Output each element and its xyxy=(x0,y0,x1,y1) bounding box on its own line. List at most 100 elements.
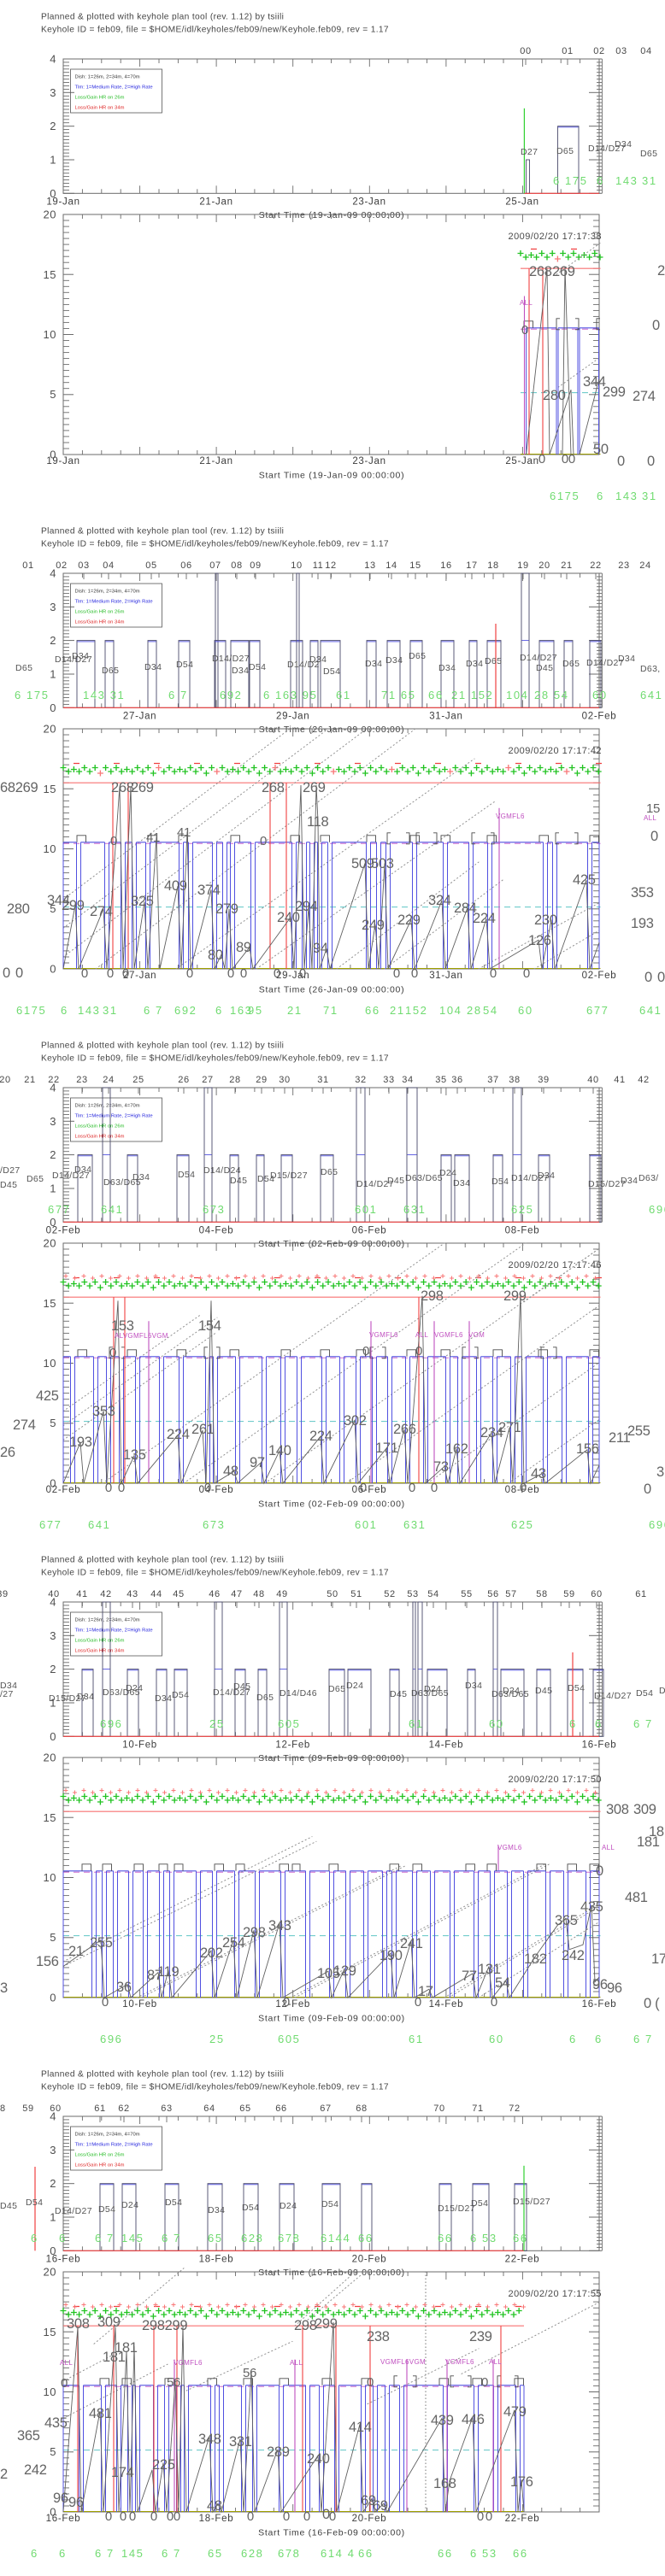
svg-text:25: 25 xyxy=(132,1075,144,1085)
svg-text:29: 29 xyxy=(256,1075,267,1085)
svg-text:641: 641 xyxy=(639,1004,662,1017)
svg-text:284: 284 xyxy=(454,901,477,916)
svg-text:0: 0 xyxy=(329,2509,336,2524)
svg-text:225: 225 xyxy=(152,2457,175,2473)
svg-text:02-Feb: 02-Feb xyxy=(46,1226,81,1236)
svg-text:62: 62 xyxy=(118,2104,129,2114)
svg-text:D24: D24 xyxy=(121,2200,138,2210)
svg-text:60: 60 xyxy=(489,1717,504,1730)
svg-text:Keyhole ID = feb09, file = $HO: Keyhole ID = feb09, file = $HOME/idl/key… xyxy=(41,1054,389,1064)
svg-text:97: 97 xyxy=(250,1455,265,1470)
svg-text:50: 50 xyxy=(593,442,609,457)
svg-text:Keyhole ID = feb09, file = $HO: Keyhole ID = feb09, file = $HOME/idl/key… xyxy=(41,540,389,549)
svg-text:2009/02/20 17:17:50: 2009/02/20 17:17:50 xyxy=(509,1775,602,1785)
svg-text:01: 01 xyxy=(562,46,573,56)
svg-text:41: 41 xyxy=(76,1589,87,1599)
svg-text:Dish: 1=26m, 2=34m, 4=70m: Dish: 1=26m, 2=34m, 4=70m xyxy=(75,75,140,80)
svg-text:294: 294 xyxy=(295,899,318,914)
svg-text:D34: D34 xyxy=(232,666,249,676)
svg-text:0: 0 xyxy=(102,1995,109,2010)
svg-text:18: 18 xyxy=(487,560,498,571)
svg-text:16-Feb: 16-Feb xyxy=(582,1740,617,1751)
svg-text:0: 0 xyxy=(490,966,497,981)
svg-text:66: 66 xyxy=(275,2104,286,2114)
svg-text:0: 0 xyxy=(568,452,575,466)
svg-text:33: 33 xyxy=(383,1075,394,1085)
svg-text:D15/D27: D15/D27 xyxy=(270,1171,308,1181)
svg-text:692: 692 xyxy=(220,689,243,701)
svg-text:15: 15 xyxy=(44,2326,56,2338)
svg-text:D34: D34 xyxy=(466,659,483,669)
svg-text:0: 0 xyxy=(283,2509,290,2524)
svg-text:D54: D54 xyxy=(165,2198,182,2208)
svg-text:47: 47 xyxy=(231,1589,242,1599)
svg-text:D63,: D63, xyxy=(640,664,661,674)
svg-text:28 54: 28 54 xyxy=(534,689,569,701)
svg-text:0: 0 xyxy=(367,2375,374,2390)
svg-text:2: 2 xyxy=(50,1148,56,1161)
svg-text:1: 1 xyxy=(50,2211,56,2224)
svg-text:01: 01 xyxy=(22,560,33,571)
svg-text:6 7: 6 7 xyxy=(633,1717,653,1730)
svg-text:274: 274 xyxy=(13,1417,36,1433)
svg-text:10: 10 xyxy=(291,560,302,571)
svg-text:14-Feb: 14-Feb xyxy=(429,1740,464,1751)
svg-text:D14/D46: D14/D46 xyxy=(280,1688,317,1699)
svg-text:D15/D27: D15/D27 xyxy=(588,1179,626,1189)
svg-text:4: 4 xyxy=(50,53,56,66)
svg-text:2009/02/20 17:17:46: 2009/02/20 17:17:46 xyxy=(509,1260,602,1270)
svg-text:0: 0 xyxy=(520,1481,527,1495)
svg-text:39: 39 xyxy=(0,1589,9,1599)
svg-text:21-Jan: 21-Jan xyxy=(199,456,232,466)
svg-text:D54: D54 xyxy=(172,1690,189,1700)
svg-text:VGMFL6: VGMFL6 xyxy=(174,2359,203,2367)
svg-text:0: 0 xyxy=(481,2375,488,2390)
svg-text:0: 0 xyxy=(50,1477,56,1490)
svg-text:425: 425 xyxy=(36,1388,59,1404)
svg-text:56: 56 xyxy=(487,1589,498,1599)
svg-text:23-Jan: 23-Jan xyxy=(352,456,385,466)
svg-text:6: 6 xyxy=(61,1004,68,1017)
svg-text:20: 20 xyxy=(44,208,56,221)
svg-text:25: 25 xyxy=(209,2033,225,2045)
svg-text:Loss/Gain HR on 26m: Loss/Gain HR on 26m xyxy=(75,96,125,101)
svg-text:268: 268 xyxy=(529,264,552,279)
svg-text:677: 677 xyxy=(48,1203,71,1216)
svg-text:154: 154 xyxy=(198,1318,221,1334)
svg-text:63: 63 xyxy=(161,2104,172,2114)
svg-text:16: 16 xyxy=(440,560,451,571)
svg-text:10-Feb: 10-Feb xyxy=(122,1999,157,2010)
svg-text:6: 6 xyxy=(597,174,604,187)
svg-text:6: 6 xyxy=(595,2033,603,2045)
svg-text:3: 3 xyxy=(0,1980,8,1996)
svg-text:02-Feb: 02-Feb xyxy=(582,971,617,981)
svg-text:Dish: 1=26m, 2=34m, 4=70m: Dish: 1=26m, 2=34m, 4=70m xyxy=(75,590,140,595)
svg-text:59: 59 xyxy=(563,1589,574,1599)
svg-text:D65: D65 xyxy=(15,663,32,673)
svg-text:Loss/Gain HR on 34m: Loss/Gain HR on 34m xyxy=(75,106,125,111)
svg-text:6: 6 xyxy=(59,2547,67,2560)
svg-text:10-Feb: 10-Feb xyxy=(122,1740,157,1751)
svg-text:439: 439 xyxy=(431,2413,454,2428)
svg-text:6: 6 xyxy=(215,1004,223,1017)
svg-text:D34: D34 xyxy=(385,655,403,666)
svg-text:D24: D24 xyxy=(280,2201,297,2211)
svg-text:4: 4 xyxy=(50,1082,56,1094)
svg-text:0: 0 xyxy=(61,2376,68,2391)
svg-text:13: 13 xyxy=(364,560,375,571)
svg-text:5: 5 xyxy=(50,2445,56,2458)
svg-text:D65: D65 xyxy=(562,659,580,669)
svg-text:Start Time (09-Feb-09 00:00:00: Start Time (09-Feb-09 00:00:00) xyxy=(258,1753,405,1763)
svg-text:16-Feb: 16-Feb xyxy=(582,1999,617,2010)
svg-text:Loss/Gain HR on 26m: Loss/Gain HR on 26m xyxy=(75,610,125,615)
svg-text:14-Feb: 14-Feb xyxy=(429,1999,464,2010)
svg-text:211: 211 xyxy=(609,1430,631,1446)
svg-text:D45: D45 xyxy=(233,1681,250,1692)
svg-text:145: 145 xyxy=(121,2232,144,2244)
svg-text:105: 105 xyxy=(317,1966,340,1981)
svg-text:261: 261 xyxy=(191,1422,215,1437)
svg-text:50: 50 xyxy=(327,1589,338,1599)
svg-text:409: 409 xyxy=(164,878,187,894)
svg-text:D65: D65 xyxy=(328,1684,345,1694)
svg-text:0: 0 xyxy=(650,829,658,844)
